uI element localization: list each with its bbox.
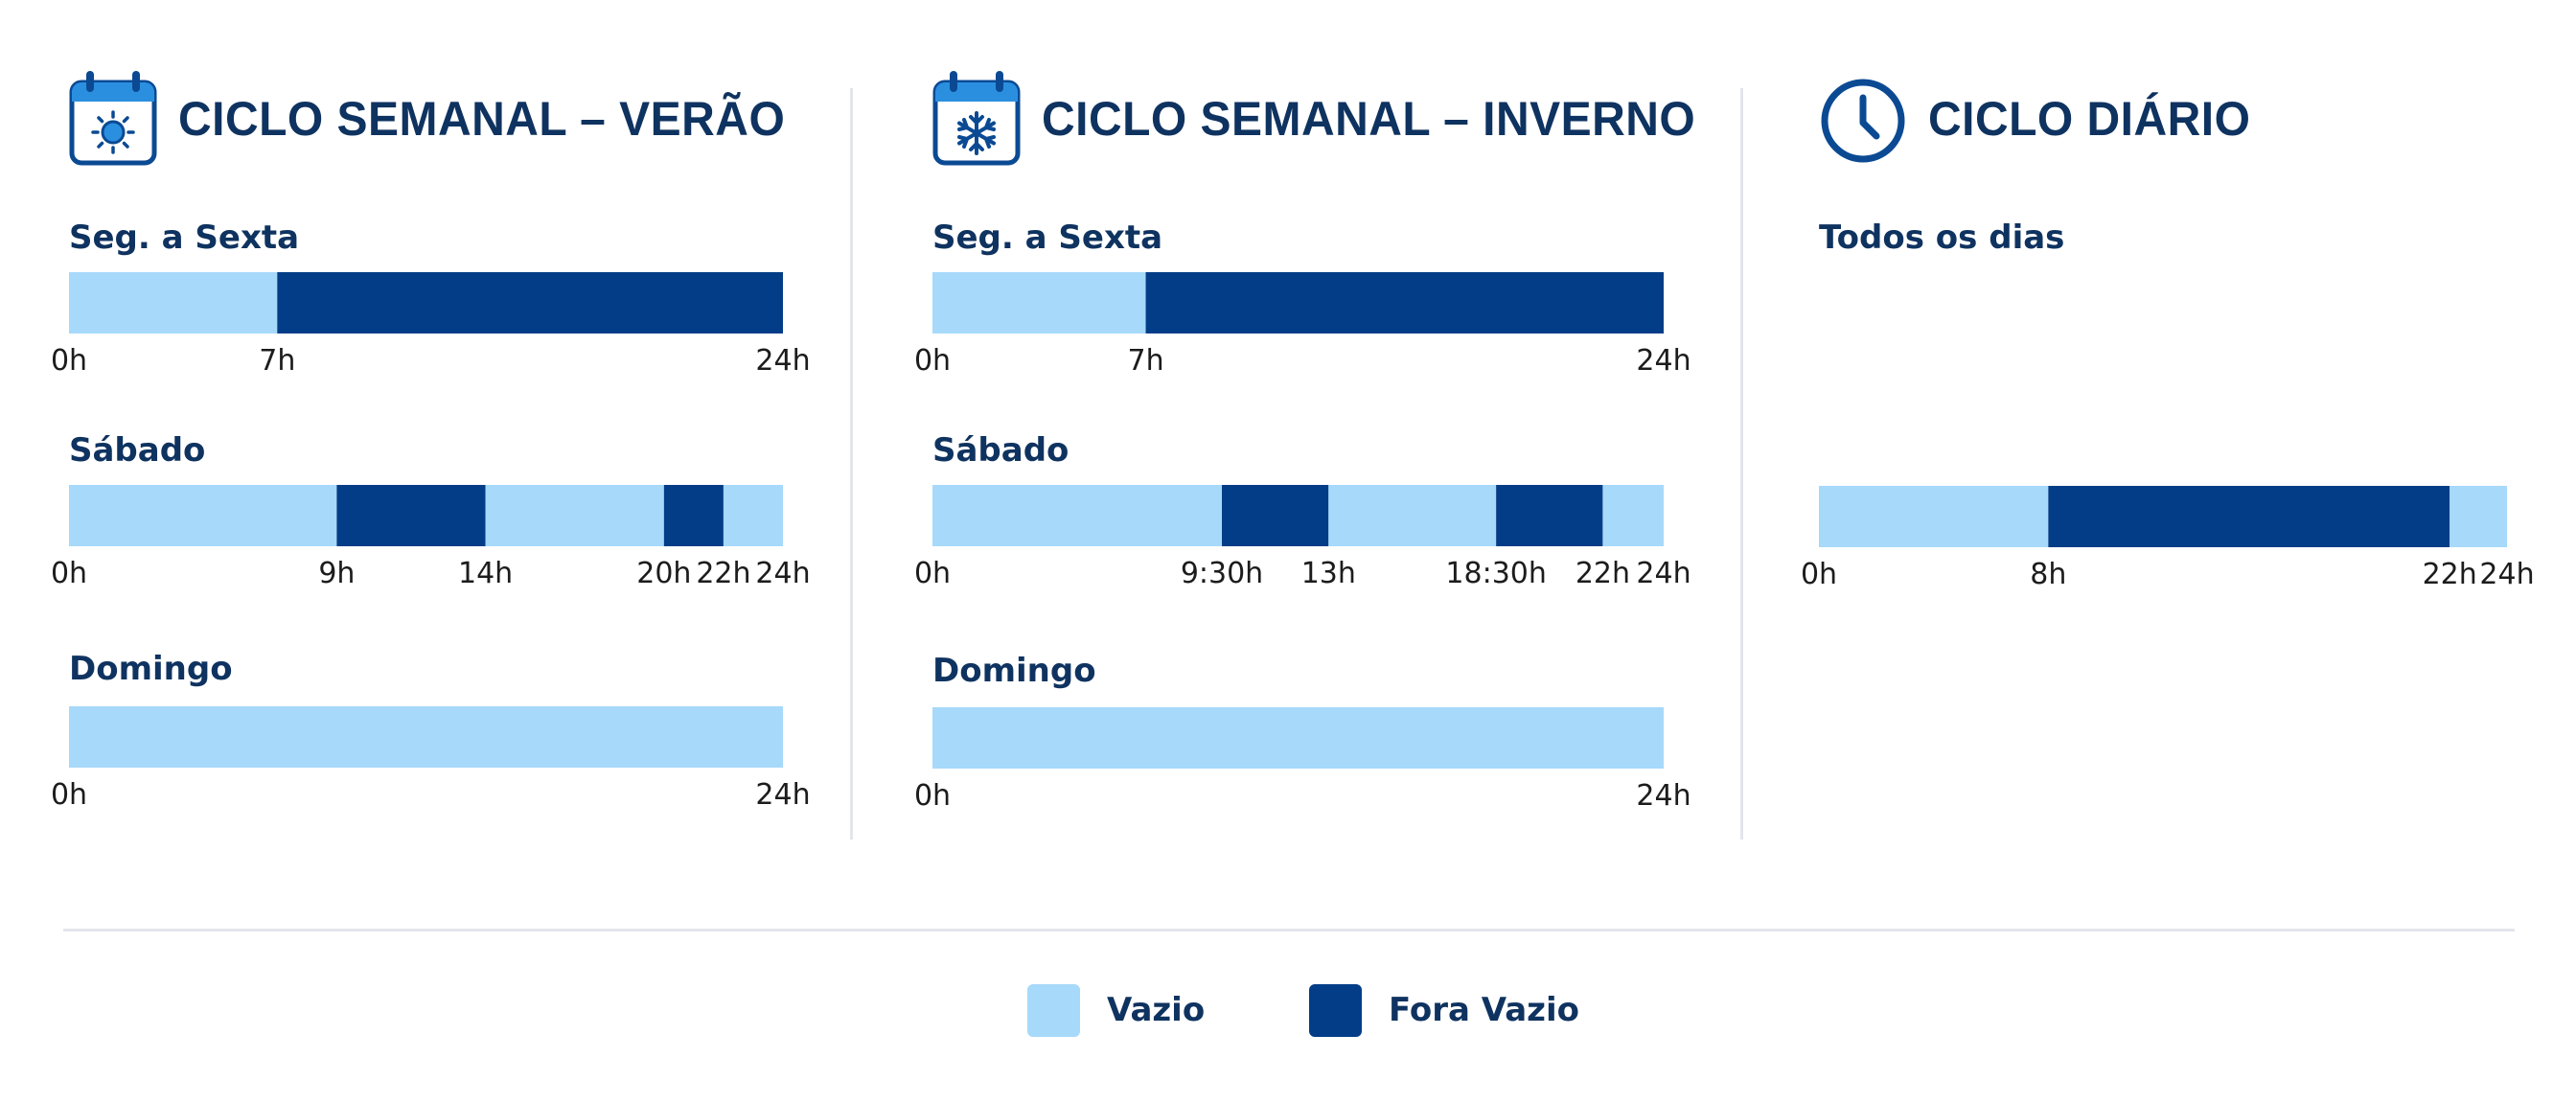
tick-label: 0h [51,778,87,812]
legend-label: Vazio [1107,991,1206,1029]
timeline-bar: 0h 8h 22h 24h [1801,486,2535,591]
panel-header: CICLO SEMANAL – INVERNO [932,71,1723,167]
tick-label: 0h [914,557,951,590]
bar-segment-fora-vazio [1222,485,1329,546]
legend-item-vazio: Vazio [1027,983,1205,1037]
chart-panel-winter: CICLO SEMANAL – INVERNO Seg. a Sexta 0h 7… [862,0,1744,862]
tick-label: 24h [2479,558,2534,591]
bar-segment-vazio [1819,486,2049,547]
panel-divider [1740,88,1743,840]
timeline-bar: 0h 7h 24h [914,272,1691,378]
tick-label: 18:30h [1445,557,1546,590]
tick-label: 8h [2030,558,2066,591]
chart-panel-summer: CICLO SEMANAL – VERÃO Seg. a Sexta 0h 7h 2… [0,0,853,862]
panel-divider [850,88,853,840]
timeline-bar: 0h 9:30h 13h 18:30h 22h 24h [914,485,1691,590]
tick-label: 22h [696,557,750,590]
tick-label: 22h [2423,558,2477,591]
tick-label: 9:30h [1181,557,1263,590]
panel-title: CICLO DIÁRIO [1928,92,2251,146]
bar-segment-vazio [1602,485,1664,546]
tick-label: 9h [318,557,355,590]
bar-segment-vazio [932,485,1223,546]
tick-label: 22h [1576,557,1630,590]
row-label: Sábado [932,431,1070,470]
bar-segment-vazio [1328,485,1497,546]
row-label: Seg. a Sexta [932,218,1163,257]
panel-title: CICLO SEMANAL – VERÃO [178,92,786,146]
panel-header: CICLO SEMANAL – VERÃO [69,71,811,167]
legend-separator [63,929,2515,932]
tick-label: 0h [51,344,87,378]
tick-label: 7h [259,344,295,378]
tick-label: 0h [914,779,951,813]
legend-item-fora-vazio: Fora Vazio [1309,983,1579,1037]
bar-segment-vazio [932,707,1664,769]
legend: Vazio Fora Vazio [0,983,2576,1037]
bar-segment-vazio [69,485,337,546]
chart-panel-daily: CICLO DIÁRIO Todos os dias 0h 8h 22h 24h [1754,0,2576,862]
tick-label: 24h [1636,557,1690,590]
tick-label: 24h [1636,779,1690,813]
bar-segment-vazio [485,485,664,546]
row-label: Todos os dias [1819,218,2065,257]
bar-segment-fora-vazio [336,485,486,546]
panel-header: CICLO DIÁRIO [1819,71,2264,167]
bar-segment-vazio [932,272,1146,334]
calendar-sun-icon [69,71,157,167]
tick-label: 24h [755,778,810,812]
tick-label: 13h [1301,557,1356,590]
bar-segment-vazio [723,485,783,546]
row-label: Domingo [932,652,1096,690]
timeline-bar: 0h 24h [914,707,1691,813]
row-label: Domingo [69,650,233,688]
legend-label: Fora Vazio [1389,991,1579,1029]
calendar-snowflake-icon [932,71,1021,167]
panel-title: CICLO SEMANAL – INVERNO [1042,92,1696,146]
tick-label: 0h [1801,558,1837,591]
tick-label: 20h [636,557,691,590]
tick-label: 24h [755,557,810,590]
tick-label: 0h [914,344,951,378]
timeline-bar: 0h 7h 24h [51,272,811,378]
bar-segment-fora-vazio [277,272,783,334]
bar-segment-fora-vazio [663,485,724,546]
tick-label: 7h [1127,344,1163,378]
bar-segment-fora-vazio [1496,485,1603,546]
bar-segment-vazio [2450,486,2507,547]
bar-segment-vazio [69,706,783,768]
tick-label: 24h [755,344,810,378]
bar-segment-vazio [69,272,278,334]
bar-segment-fora-vazio [1145,272,1664,334]
tick-label: 14h [458,557,513,590]
bar-segment-fora-vazio [2048,486,2450,547]
legend-swatch-vazio [1027,983,1080,1037]
legend-swatch-fora-vazio [1309,983,1362,1037]
row-label: Sábado [69,431,206,470]
timeline-bar: 0h 24h [51,706,811,812]
clock-icon [1819,71,1907,167]
row-label: Seg. a Sexta [69,218,300,257]
timeline-bar: 0h 9h 14h 20h 22h 24h [51,485,811,590]
tick-label: 0h [51,557,87,590]
tick-label: 24h [1636,344,1690,378]
